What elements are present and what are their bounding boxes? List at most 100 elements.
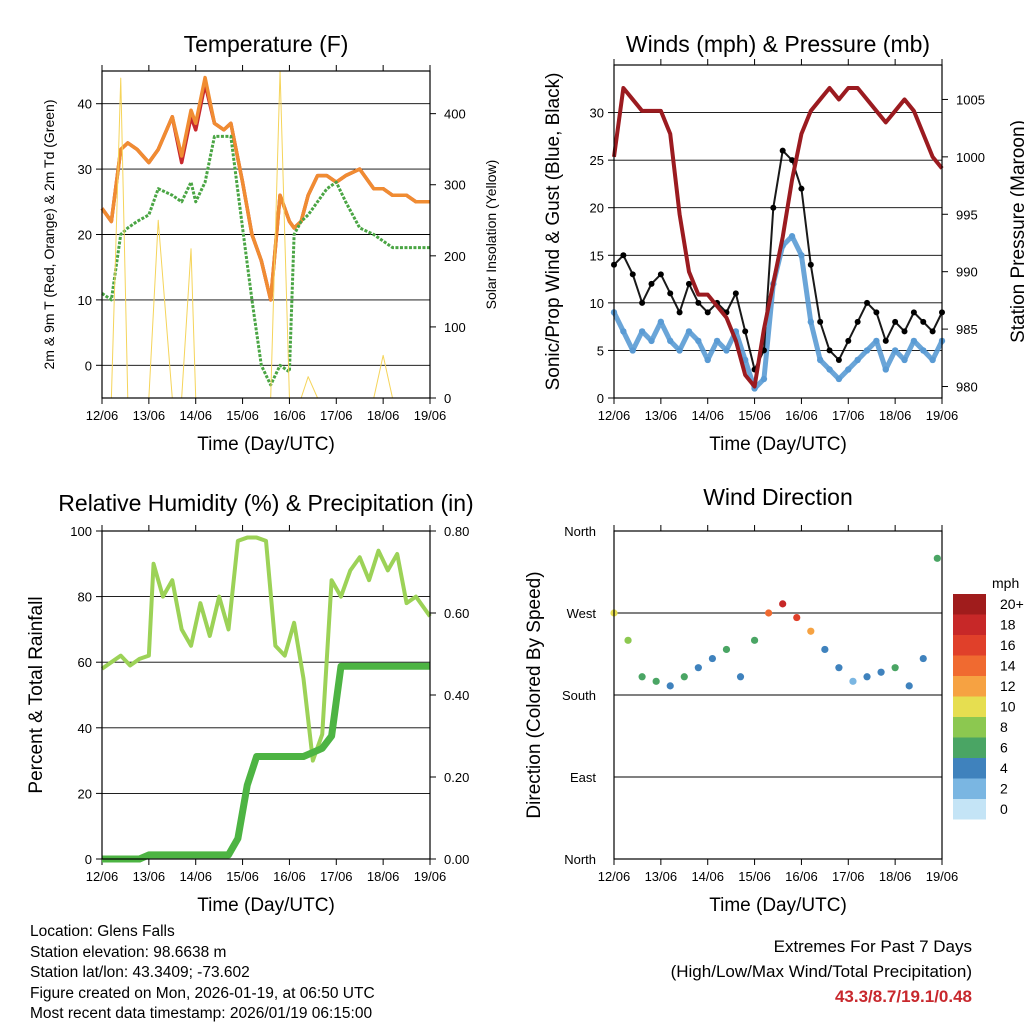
direction-direction-point: [666, 682, 674, 690]
humidity-total-precipitation-line: [102, 662, 430, 863]
winds-ytick-right-label: 985: [956, 322, 978, 337]
direction-xtick-label: 14/06: [691, 869, 724, 884]
temperature-xtick-label: 15/06: [226, 408, 259, 423]
winds-ytick-right-label: 995: [956, 207, 978, 222]
humidity-xtick-label: 13/06: [133, 869, 166, 884]
direction-ylabel: Direction (Colored By Speed): [524, 571, 545, 818]
figure-created: Figure created on Mon, 2026-01-19, at 06…: [30, 984, 375, 1002]
winds-station-pressure-line: [612, 85, 944, 389]
colorbar-label: 2: [1000, 781, 1008, 797]
direction-direction-point: [779, 600, 787, 608]
temperature-ytick-label: 40: [78, 97, 92, 112]
direction-xlabel: Time (Day/UTC): [709, 895, 847, 916]
winds-ytick-label: 15: [590, 248, 604, 263]
direction-plot-frame: [613, 530, 943, 860]
colorbar-swatch: [953, 717, 986, 738]
colorbar-swatch: [953, 635, 986, 656]
direction-direction-point: [765, 609, 773, 617]
direction-direction-point: [835, 664, 843, 672]
direction-direction-point: [919, 654, 927, 663]
colorbar-label: 4: [1000, 760, 1008, 776]
colorbar-label: 6: [1000, 740, 1008, 756]
temperature-xtick-label: 17/06: [320, 408, 353, 423]
temperature-ytick-label: 10: [78, 293, 92, 308]
humidity-relative-humidity-line: [100, 535, 432, 763]
colorbar-swatch: [953, 594, 986, 615]
direction-direction-point: [905, 682, 913, 690]
direction-direction-point: [750, 636, 759, 644]
temperature-xlabel: Time (Day/UTC): [197, 434, 335, 455]
winds-ytick-label: 25: [590, 153, 604, 168]
temperature-ylabel-right: Solar Insolation (Yellow): [483, 160, 499, 310]
temperature-2m-td-line: [101, 134, 430, 387]
colorbar-label: 8: [1000, 719, 1008, 735]
humidity-ytick-right-label: 0.40: [444, 688, 469, 703]
humidity-ytick-right-label: 0.80: [444, 524, 469, 539]
direction-xtick-label: 12/06: [598, 869, 631, 884]
direction-title: Wind Direction: [703, 484, 853, 510]
humidity-ytick-label: 100: [70, 524, 92, 539]
temperature-ytick-label: 0: [85, 358, 92, 373]
extremes-values: 43.3/8.7/19.1/0.48: [834, 987, 972, 1006]
colorbar-title: mph: [992, 575, 1019, 591]
humidity-ytick-right-label: 0.60: [444, 606, 469, 621]
winds-xtick-label: 19/06: [926, 408, 959, 423]
temperature-9m-t-line: [100, 75, 430, 302]
extremes-summary: Extremes For Past 7 Days (High/Low/Max W…: [671, 934, 972, 1009]
temperature-2m-t-line: [100, 82, 430, 302]
winds-xtick-label: 15/06: [738, 408, 771, 423]
direction-ytick-label: West: [567, 606, 597, 621]
winds-ytick-right-label: 1000: [956, 150, 985, 165]
temperature-ytick-label: 30: [78, 162, 92, 177]
temperature-ylabel: 2m & 9m T (Red, Orange) & 2m Td (Green): [41, 100, 57, 370]
direction-ytick-label: East: [570, 770, 596, 785]
station-elevation: Station elevation: 98.6638 m: [30, 943, 227, 961]
station-location: Location: Glens Falls: [30, 923, 175, 940]
winds-ytick-label: 20: [590, 201, 604, 216]
temperature-ytick-right-label: 400: [444, 107, 466, 122]
temperature-ytick-right-label: 0: [444, 391, 451, 406]
winds-ytick-right-label: 980: [956, 380, 978, 395]
temperature-xtick-label: 13/06: [133, 408, 166, 423]
direction-direction-point: [624, 636, 632, 644]
extremes-legend: (High/Low/Max Wind/Total Precipitation): [670, 962, 972, 981]
winds-ytick-right-label: 1005: [956, 92, 985, 107]
winds-xtick-label: 18/06: [879, 408, 912, 423]
direction-direction-point: [638, 673, 646, 681]
temperature-xtick-label: 18/06: [367, 408, 400, 423]
direction-ytick-label: South: [562, 688, 596, 703]
temperature-title: Temperature (F): [184, 31, 349, 57]
humidity-ytick-label: 60: [78, 655, 92, 670]
direction-direction-point: [680, 673, 688, 681]
temperature-ytick-right-label: 100: [444, 320, 466, 335]
colorbar-swatch: [953, 799, 986, 820]
humidity-ytick-label: 40: [78, 721, 92, 736]
winds-xtick-label: 16/06: [785, 408, 818, 423]
winds-title: Winds (mph) & Pressure (mb): [626, 31, 930, 57]
winds-xtick-label: 17/06: [832, 408, 865, 423]
temperature-xtick-label: 16/06: [273, 408, 306, 423]
direction-xtick-label: 18/06: [879, 869, 912, 884]
colorbar-label: 16: [1000, 637, 1016, 653]
humidity-ytick-label: 80: [78, 590, 92, 605]
temperature-ytick-label: 20: [78, 228, 92, 243]
humidity-xtick-label: 19/06: [414, 869, 447, 884]
direction-ytick-label: North: [564, 524, 596, 539]
direction-direction-point: [933, 554, 941, 562]
winds-ylabel: Sonic/Prop Wind & Gust (Blue, Black): [543, 73, 564, 391]
direction-ytick-label: North: [564, 852, 596, 867]
colorbar-label: 12: [1000, 678, 1016, 694]
colorbar-label: 0: [1000, 801, 1008, 817]
colorbar-label: 10: [1000, 699, 1016, 715]
temperature-xtick-label: 19/06: [414, 408, 447, 423]
winds-ytick-label: 30: [590, 106, 604, 121]
temperature-ytick-right-label: 200: [444, 249, 466, 264]
colorbar-swatch: [953, 676, 986, 697]
direction-direction-point: [807, 627, 815, 635]
direction-xtick-label: 17/06: [832, 869, 865, 884]
humidity-xtick-label: 17/06: [320, 869, 353, 884]
colorbar-swatch: [953, 655, 986, 676]
winds-gust-line: [613, 149, 943, 371]
direction-direction-point: [821, 645, 829, 654]
direction-direction-point: [863, 673, 871, 681]
